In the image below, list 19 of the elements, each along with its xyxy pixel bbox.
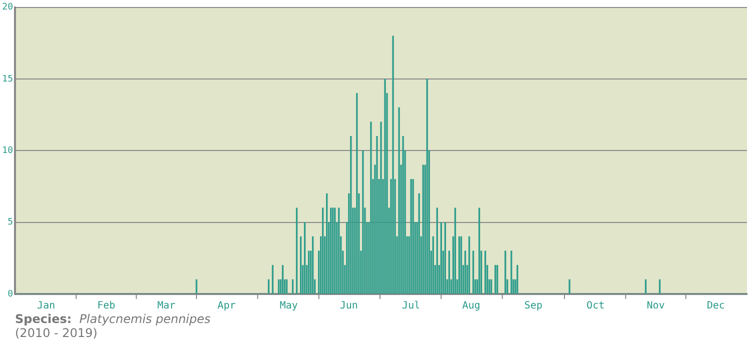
x-tick-label: Oct — [586, 300, 605, 312]
x-tick-label: Dec — [706, 300, 725, 312]
x-tick-label: Jun — [340, 300, 358, 312]
y-tick-label: 0 — [8, 289, 13, 300]
text: Species: Platycnemis pennipes — [15, 312, 211, 326]
x-tick-label: Aug — [462, 300, 480, 312]
x-tick-label: Apr — [218, 300, 236, 312]
x-tick-label: May — [280, 300, 298, 312]
x-tick-label: Nov — [646, 300, 665, 312]
y-tick-label: 5 — [8, 218, 13, 228]
y-tick-label: 20 — [2, 2, 13, 13]
x-tick-label: Sep — [524, 300, 542, 312]
y-tick-label: 10 — [2, 146, 13, 156]
x-tick-label: Mar — [157, 300, 176, 312]
x-tick-label: Feb — [97, 300, 116, 312]
x-tick-label: Jan — [37, 300, 56, 312]
x-tick-label: Jul — [402, 300, 420, 312]
text: (2010 - 2019) — [15, 326, 98, 340]
y-tick-label: 15 — [2, 74, 13, 84]
